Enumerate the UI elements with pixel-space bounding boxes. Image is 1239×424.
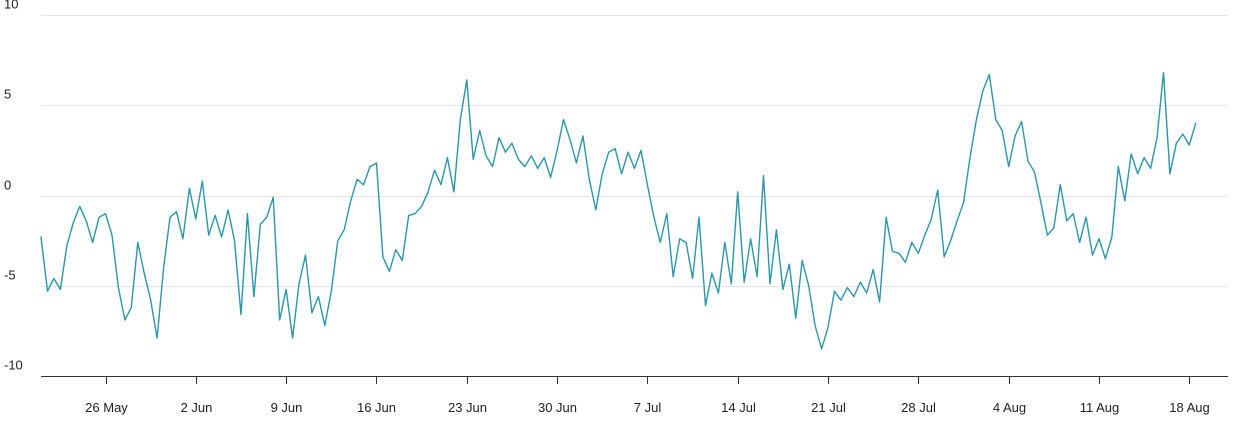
series-layer: [40, 72, 1197, 350]
y-tick-label: 5: [4, 87, 11, 102]
x-tick-label: 26 May: [85, 400, 128, 415]
x-axis: 26 May 2 Jun 9 Jun 16 Jun 23 Jun 30 Jun 7 Jul 1…: [41, 376, 1228, 415]
x-tick-label: 2 Jun: [181, 400, 213, 415]
x-tick-label: 14 Jul: [721, 400, 756, 415]
x-tick-label: 23 Jun: [448, 400, 487, 415]
x-tick-label: 30 Jun: [538, 400, 577, 415]
x-tick-label: 21 Jul: [811, 400, 846, 415]
gridlines: [41, 15, 1228, 287]
x-tick-label: 7 Jul: [634, 400, 662, 415]
x-tick-label: 18 Aug: [1169, 400, 1210, 415]
y-tick-label: -10: [4, 358, 23, 373]
x-tick-label: 11 Aug: [1080, 400, 1120, 415]
x-tick-label: 4 Aug: [993, 400, 1026, 415]
x-tick-label: 16 Jun: [357, 400, 396, 415]
x-tick-label: 28 Jul: [901, 400, 936, 415]
y-tick-label: 10: [4, 0, 18, 12]
y-tick-label: -5: [4, 268, 16, 283]
x-tick-label: 9 Jun: [271, 400, 303, 415]
y-tick-label: 0: [4, 178, 11, 193]
y-axis: -10 -5 0 5 10: [4, 0, 23, 373]
series-line-0: [40, 72, 1197, 350]
